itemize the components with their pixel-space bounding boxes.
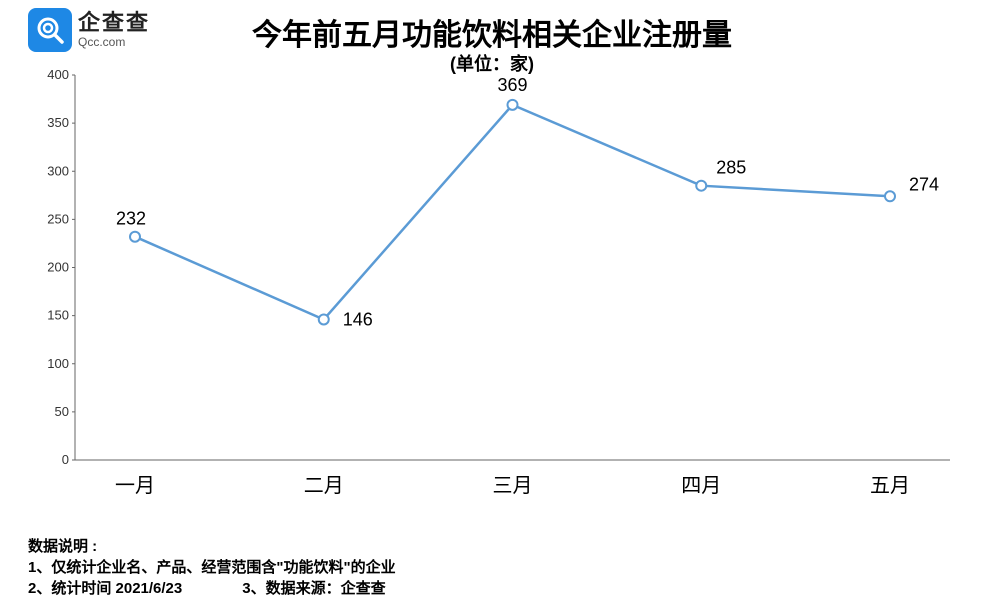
y-tick-label: 200 <box>47 260 69 275</box>
footnotes: 数据说明 : 1、仅统计企业名、产品、经营范围含"功能饮料"的企业 2、统计时间… <box>28 536 396 599</box>
data-marker <box>885 191 895 201</box>
data-marker <box>696 181 706 191</box>
value-label: 369 <box>497 75 527 95</box>
y-tick-label: 0 <box>62 452 69 467</box>
x-tick-label: 五月 <box>870 475 910 497</box>
value-label: 146 <box>343 309 373 329</box>
x-tick-label: 四月 <box>681 475 721 497</box>
footnote-line2b: 3、数据来源：企查查 <box>242 580 385 597</box>
value-label: 274 <box>909 174 939 194</box>
series-line <box>135 105 890 320</box>
line-chart: 0 50 100 150 200 250 300 350 400 232 146 369 285 274… <box>30 60 960 520</box>
data-marker <box>319 314 329 324</box>
data-marker <box>130 232 140 242</box>
x-tick-label: 二月 <box>304 475 344 497</box>
value-label: 232 <box>116 209 146 229</box>
y-tick-label: 350 <box>47 115 69 130</box>
y-tick-label: 100 <box>47 356 69 371</box>
x-tick-label: 一月 <box>115 475 155 497</box>
footnote-heading: 数据说明 : <box>28 536 396 557</box>
x-tick-label: 三月 <box>493 475 533 497</box>
footnote-line1: 1、仅统计企业名、产品、经营范围含"功能饮料"的企业 <box>28 557 396 578</box>
y-tick-label: 400 <box>47 67 69 82</box>
y-tick-label: 150 <box>47 308 69 323</box>
data-marker <box>508 100 518 110</box>
y-tick-label: 300 <box>47 163 69 178</box>
y-tick-label: 50 <box>55 404 69 419</box>
value-label: 285 <box>716 158 746 178</box>
footnote-line2a: 2、统计时间 2021/6/23 <box>28 580 182 597</box>
y-tick-label: 250 <box>47 211 69 226</box>
chart-title: 今年前五月功能饮料相关企业注册量 <box>0 10 984 54</box>
